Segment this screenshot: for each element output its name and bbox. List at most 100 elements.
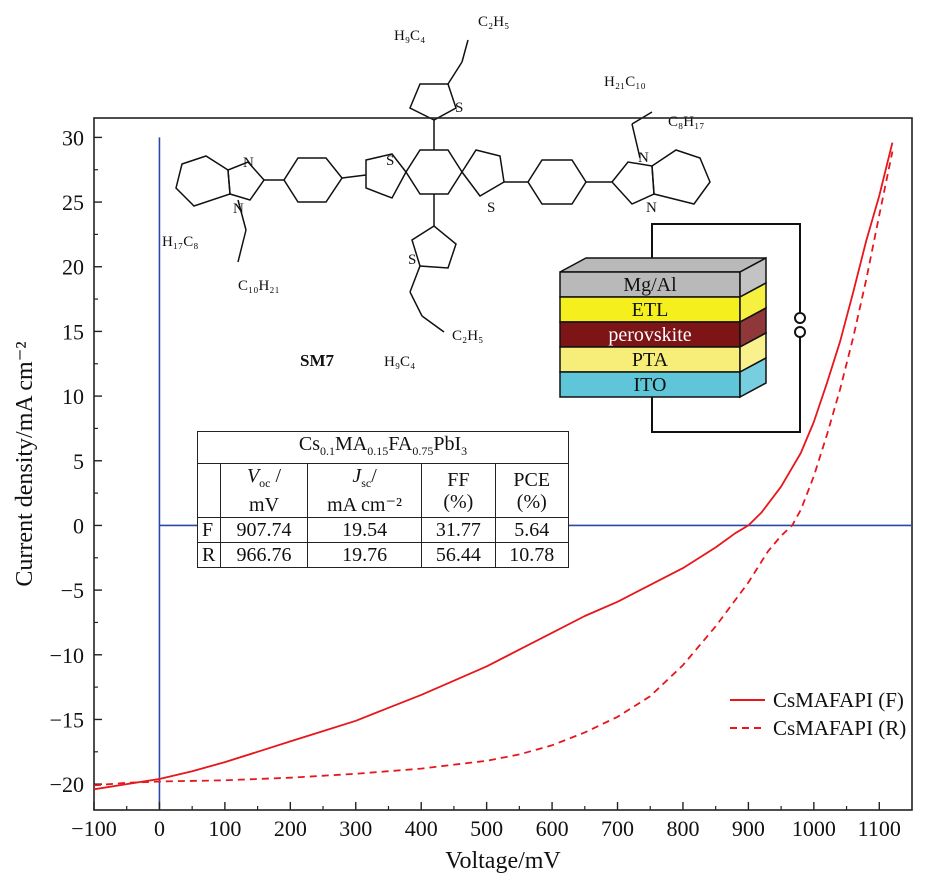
molecule-sm7-structure — [175, 39, 711, 333]
table-header-row: Voc / mV Jsc/mA cm⁻² FF (%) PCE (%) — [197, 463, 570, 518]
series-line-reverse — [93, 151, 894, 787]
row-label: R — [197, 542, 221, 568]
x-axis: −100 0 100 200 300 400 500 600 700 800 900 1000 1100 — [71, 802, 901, 841]
x-tick-label: 100 — [208, 816, 241, 841]
x-tick-label: 300 — [339, 816, 372, 841]
ff-label: FF — [447, 468, 470, 491]
voc-unit: mV — [249, 494, 280, 516]
x-tick-label: 900 — [732, 816, 765, 841]
x-tick-label: 500 — [470, 816, 503, 841]
header-empty-cell — [197, 463, 221, 518]
pce-unit: (%) — [516, 490, 547, 513]
y-tick-label: 30 — [62, 125, 84, 150]
atom-n-left-bottom: N — [233, 201, 244, 217]
stack-layer-label: ITO — [634, 374, 667, 396]
pce-label: PCE — [513, 468, 551, 491]
formula-subscript: 0.1 — [320, 444, 335, 458]
x-tick-label: 1100 — [858, 816, 901, 841]
cell-jsc: 19.54 — [307, 517, 423, 543]
x-tick-label: −100 — [71, 816, 116, 841]
substituent-bottom-h9c4: H₉C₄ — [384, 354, 415, 370]
y-tick-label: −15 — [50, 707, 84, 732]
cell-pce: 10.78 — [494, 542, 570, 568]
formula-part: Cs — [298, 433, 320, 455]
x-tick-label: 200 — [274, 816, 307, 841]
circuit-wire-bottom — [651, 336, 801, 433]
series-layer — [93, 142, 894, 791]
table-row: F 907.74 19.54 31.77 5.64 — [197, 517, 570, 543]
x-tick-label: 700 — [601, 816, 634, 841]
jsc-unit: mA cm⁻² — [327, 494, 403, 516]
jsc-subscript: sc — [361, 476, 372, 490]
formula-subscript: 0.75 — [412, 444, 434, 458]
formula-part: MA — [335, 433, 368, 455]
y-tick-label: 10 — [62, 384, 84, 409]
legend-label-forward: CsMAFAPI (F) — [773, 688, 904, 712]
stack-layer-etl — [559, 296, 741, 323]
cell-pce: 5.64 — [494, 517, 570, 543]
y-tick-label: 0 — [73, 513, 84, 538]
x-tick-label: 1000 — [792, 816, 836, 841]
voc-subscript: oc — [259, 476, 271, 490]
header-voc: Voc / mV — [219, 463, 309, 518]
atom-s-top: S — [455, 100, 463, 116]
y-tick-label: 5 — [73, 449, 84, 474]
performance-table: Cs0.1MA0.15FA0.75PbI3 Voc / mV Jsc/mA cm⁻… — [197, 431, 570, 568]
jsc-slash: / — [371, 465, 377, 487]
row-label: F — [197, 517, 221, 543]
y-tick-label: 20 — [62, 255, 84, 280]
voc-symbol: V — [246, 465, 260, 487]
substituent-top-c2h5: C₂H₅ — [478, 14, 509, 30]
y-tick-label: 25 — [62, 190, 84, 215]
x-tick-label: 0 — [154, 816, 165, 841]
stack-top-face — [559, 257, 767, 273]
cell-jsc: 19.76 — [307, 542, 423, 568]
formula-part: PbI — [433, 433, 462, 455]
x-tick-label: 800 — [666, 816, 699, 841]
molecule-label: SM7 — [300, 351, 335, 370]
voc-slash: / — [275, 465, 282, 487]
substituent-bottom-c2h5: C₂H₅ — [452, 328, 483, 344]
legend: CsMAFAPI (F) CsMAFAPI (R) — [730, 688, 906, 740]
stack-layer-label: ETL — [632, 299, 669, 321]
substituent-left-h17c8: H₁₇C₈ — [162, 234, 199, 250]
x-tick-label: 600 — [536, 816, 569, 841]
jsc-symbol: J — [352, 465, 362, 487]
legend-label-reverse: CsMAFAPI (R) — [773, 716, 906, 740]
atom-n-right-bottom: N — [646, 200, 657, 216]
stack-layer-label: Mg/Al — [623, 274, 677, 296]
substituent-left-c10h21: C₁₀H₂₁ — [238, 278, 280, 294]
formula-subscript: 3 — [461, 444, 468, 458]
substituent-right-c8h17: C₈H₁₇ — [668, 114, 705, 130]
y-axis: −20 −15 −10 −5 0 5 10 15 20 25 30 — [50, 125, 102, 797]
cell-voc: 907.74 — [219, 517, 309, 543]
plot-frame — [93, 117, 913, 811]
stack-side-ito — [739, 356, 767, 399]
y-axis-label: Current density/mA cm⁻² — [12, 341, 38, 586]
x-tick-label: 400 — [405, 816, 438, 841]
table-title: Cs0.1MA0.15FA0.75PbI3 — [197, 431, 569, 464]
header-jsc: Jsc/ mA cm⁻² — [307, 463, 423, 518]
terminal-top — [794, 312, 806, 324]
y-tick-label: −20 — [50, 772, 84, 797]
formula-subscript: 0.15 — [367, 444, 389, 458]
header-ff: FF (%) — [421, 463, 496, 518]
substituent-right-h21c10: H₂₁C₁₀ — [604, 74, 646, 90]
circuit-wire — [651, 223, 801, 312]
stack-layer-pta — [559, 346, 741, 373]
atom-s-bottom: S — [408, 252, 416, 268]
atom-n-right-top: N — [638, 150, 649, 166]
x-axis-label: Voltage/mV — [445, 848, 561, 874]
table-title-row: Cs0.1MA0.15FA0.75PbI3 — [197, 431, 569, 464]
atom-s-core-right: S — [487, 200, 495, 216]
series-line-forward — [93, 142, 894, 791]
plot-border — [93, 117, 913, 811]
y-tick-label: −10 — [50, 643, 84, 668]
header-pce: PCE (%) — [494, 463, 570, 518]
table-row: R 966.76 19.76 56.44 10.78 — [197, 542, 570, 568]
pv-parameter-table: Cs0.1MA0.15FA0.75PbI3 Voc / mV Jsc/mA cm⁻… — [197, 431, 570, 568]
atom-s-core-left: S — [386, 153, 394, 169]
formula-part: FA — [388, 433, 413, 455]
stack-layer-label: PTA — [632, 349, 669, 371]
